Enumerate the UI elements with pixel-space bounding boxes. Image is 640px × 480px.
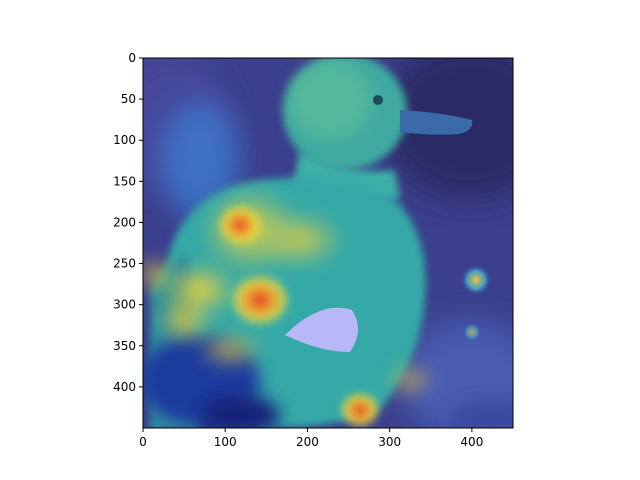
heatmap-image	[143, 58, 513, 428]
x-tick-label: 300	[378, 435, 401, 449]
x-axis: 0 100 200 300 400	[139, 428, 483, 449]
y-tick-label: 100	[113, 133, 136, 147]
x-tick-label: 400	[460, 435, 483, 449]
wing-patch	[285, 307, 359, 352]
plot-frame	[142, 57, 514, 429]
y-tick-label: 300	[113, 298, 136, 312]
y-axis: 0 50 100 150 200 250 300 350 400	[113, 51, 143, 394]
x-tick-label: 200	[296, 435, 319, 449]
y-tick-label: 350	[113, 339, 136, 353]
y-tick-label: 0	[128, 51, 136, 65]
y-tick-label: 200	[113, 215, 136, 229]
y-tick-label: 150	[113, 174, 136, 188]
x-tick-label: 0	[139, 435, 147, 449]
duck-eye	[373, 95, 383, 105]
duck-beak	[400, 110, 473, 135]
y-tick-label: 400	[113, 380, 136, 394]
y-tick-label: 50	[121, 92, 136, 106]
x-tick-label: 100	[214, 435, 237, 449]
y-tick-label: 250	[113, 257, 136, 271]
